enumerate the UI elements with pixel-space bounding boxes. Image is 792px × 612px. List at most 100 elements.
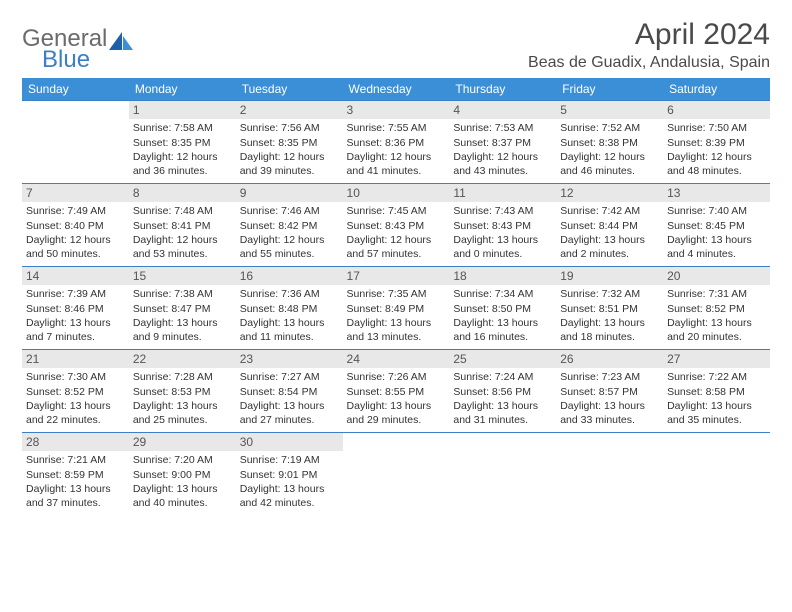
day-daylight1: Daylight: 12 hours [26, 233, 125, 247]
day-sunset: Sunset: 9:00 PM [133, 468, 232, 482]
day-daylight1: Daylight: 13 hours [26, 399, 125, 413]
day-info: Sunrise: 7:19 AMSunset: 9:01 PMDaylight:… [240, 453, 339, 510]
calendar-day-cell [449, 433, 556, 516]
day-info: Sunrise: 7:58 AMSunset: 8:35 PMDaylight:… [133, 121, 232, 178]
day-sunrise: Sunrise: 7:22 AM [667, 370, 766, 384]
calendar-week-row: 21 Sunrise: 7:30 AMSunset: 8:52 PMDayligh… [22, 350, 770, 433]
day-info: Sunrise: 7:55 AMSunset: 8:36 PMDaylight:… [347, 121, 446, 178]
day-sunset: Sunset: 8:35 PM [133, 136, 232, 150]
day-daylight1: Daylight: 13 hours [347, 399, 446, 413]
day-daylight2: and 13 minutes. [347, 330, 446, 344]
day-info: Sunrise: 7:36 AMSunset: 8:48 PMDaylight:… [240, 287, 339, 344]
calendar-day-cell [22, 101, 129, 184]
day-info: Sunrise: 7:39 AMSunset: 8:46 PMDaylight:… [26, 287, 125, 344]
day-sunrise: Sunrise: 7:53 AM [453, 121, 552, 135]
day-number: 10 [343, 184, 450, 202]
calendar-day-cell: 16Sunrise: 7:36 AMSunset: 8:48 PMDayligh… [236, 267, 343, 350]
calendar-day-cell: 14Sunrise: 7:39 AMSunset: 8:46 PMDayligh… [22, 267, 129, 350]
day-daylight2: and 55 minutes. [240, 247, 339, 261]
day-sunrise: Sunrise: 7:39 AM [26, 287, 125, 301]
day-sunrise: Sunrise: 7:38 AM [133, 287, 232, 301]
day-sunrise: Sunrise: 7:36 AM [240, 287, 339, 301]
calendar-day-cell: 30Sunrise: 7:19 AMSunset: 9:01 PMDayligh… [236, 433, 343, 516]
day-sunrise: Sunrise: 7:19 AM [240, 453, 339, 467]
logo: General Blue [22, 18, 135, 72]
day-sunrise: Sunrise: 7:52 AM [560, 121, 659, 135]
day-number: 23 [236, 350, 343, 368]
day-info: Sunrise: 7:46 AMSunset: 8:42 PMDaylight:… [240, 204, 339, 261]
day-daylight1: Daylight: 12 hours [240, 233, 339, 247]
calendar-header-row: SundayMondayTuesdayWednesdayThursdayFrid… [22, 78, 770, 101]
day-number: 15 [129, 267, 236, 285]
day-daylight2: and 29 minutes. [347, 413, 446, 427]
day-daylight2: and 46 minutes. [560, 164, 659, 178]
calendar-day-cell: 13Sunrise: 7:40 AMSunset: 8:45 PMDayligh… [663, 184, 770, 267]
day-number: 21 [22, 350, 129, 368]
day-info: Sunrise: 7:50 AMSunset: 8:39 PMDaylight:… [667, 121, 766, 178]
logo-text: General Blue [22, 26, 107, 72]
day-daylight2: and 27 minutes. [240, 413, 339, 427]
day-daylight2: and 4 minutes. [667, 247, 766, 261]
day-sunset: Sunset: 8:39 PM [667, 136, 766, 150]
calendar-day-cell: 5Sunrise: 7:52 AMSunset: 8:38 PMDaylight… [556, 101, 663, 184]
day-number: 29 [129, 433, 236, 451]
day-sunset: Sunset: 8:52 PM [667, 302, 766, 316]
day-daylight2: and 25 minutes. [133, 413, 232, 427]
day-sunrise: Sunrise: 7:23 AM [560, 370, 659, 384]
day-sunset: Sunset: 8:58 PM [667, 385, 766, 399]
day-daylight1: Daylight: 12 hours [133, 150, 232, 164]
day-daylight2: and 0 minutes. [453, 247, 552, 261]
day-info: Sunrise: 7:28 AMSunset: 8:53 PMDaylight:… [133, 370, 232, 427]
day-sunset: Sunset: 9:01 PM [240, 468, 339, 482]
day-header: Wednesday [343, 78, 450, 101]
day-sunrise: Sunrise: 7:49 AM [26, 204, 125, 218]
day-sunset: Sunset: 8:51 PM [560, 302, 659, 316]
calendar-day-cell [556, 433, 663, 516]
day-sunrise: Sunrise: 7:48 AM [133, 204, 232, 218]
day-info: Sunrise: 7:31 AMSunset: 8:52 PMDaylight:… [667, 287, 766, 344]
calendar-day-cell: 2Sunrise: 7:56 AMSunset: 8:35 PMDaylight… [236, 101, 343, 184]
day-info: Sunrise: 7:52 AMSunset: 8:38 PMDaylight:… [560, 121, 659, 178]
day-info: Sunrise: 7:21 AMSunset: 8:59 PMDaylight:… [26, 453, 125, 510]
day-sunrise: Sunrise: 7:45 AM [347, 204, 446, 218]
day-header: Thursday [449, 78, 556, 101]
day-daylight1: Daylight: 13 hours [240, 316, 339, 330]
day-daylight1: Daylight: 13 hours [240, 399, 339, 413]
day-info: Sunrise: 7:30 AMSunset: 8:52 PMDaylight:… [26, 370, 125, 427]
day-daylight2: and 35 minutes. [667, 413, 766, 427]
day-sunset: Sunset: 8:35 PM [240, 136, 339, 150]
day-daylight1: Daylight: 13 hours [26, 316, 125, 330]
calendar-day-cell: 25Sunrise: 7:24 AMSunset: 8:56 PMDayligh… [449, 350, 556, 433]
day-sunrise: Sunrise: 7:27 AM [240, 370, 339, 384]
day-info: Sunrise: 7:42 AMSunset: 8:44 PMDaylight:… [560, 204, 659, 261]
day-info: Sunrise: 7:35 AMSunset: 8:49 PMDaylight:… [347, 287, 446, 344]
day-daylight2: and 2 minutes. [560, 247, 659, 261]
day-daylight2: and 16 minutes. [453, 330, 552, 344]
day-number: 12 [556, 184, 663, 202]
day-daylight1: Daylight: 13 hours [667, 233, 766, 247]
day-sunset: Sunset: 8:59 PM [26, 468, 125, 482]
day-header: Friday [556, 78, 663, 101]
day-daylight2: and 57 minutes. [347, 247, 446, 261]
day-daylight2: and 48 minutes. [667, 164, 766, 178]
calendar-day-cell: 18Sunrise: 7:34 AMSunset: 8:50 PMDayligh… [449, 267, 556, 350]
calendar-week-row: 7Sunrise: 7:49 AMSunset: 8:40 PMDaylight… [22, 184, 770, 267]
day-sunset: Sunset: 8:38 PM [560, 136, 659, 150]
day-daylight2: and 20 minutes. [667, 330, 766, 344]
day-header: Saturday [663, 78, 770, 101]
day-daylight1: Daylight: 13 hours [453, 316, 552, 330]
day-sunrise: Sunrise: 7:40 AM [667, 204, 766, 218]
day-sunrise: Sunrise: 7:42 AM [560, 204, 659, 218]
day-sunrise: Sunrise: 7:20 AM [133, 453, 232, 467]
month-title: April 2024 [528, 18, 770, 52]
day-number: 9 [236, 184, 343, 202]
calendar-day-cell: 26Sunrise: 7:23 AMSunset: 8:57 PMDayligh… [556, 350, 663, 433]
day-sunset: Sunset: 8:36 PM [347, 136, 446, 150]
day-sunset: Sunset: 8:48 PM [240, 302, 339, 316]
calendar-day-cell: 20Sunrise: 7:31 AMSunset: 8:52 PMDayligh… [663, 267, 770, 350]
calendar-day-cell: 29Sunrise: 7:20 AMSunset: 9:00 PMDayligh… [129, 433, 236, 516]
day-daylight1: Daylight: 13 hours [667, 316, 766, 330]
calendar-table: SundayMondayTuesdayWednesdayThursdayFrid… [22, 78, 770, 515]
calendar-day-cell: 19Sunrise: 7:32 AMSunset: 8:51 PMDayligh… [556, 267, 663, 350]
logo-word-blue: Blue [22, 47, 107, 72]
